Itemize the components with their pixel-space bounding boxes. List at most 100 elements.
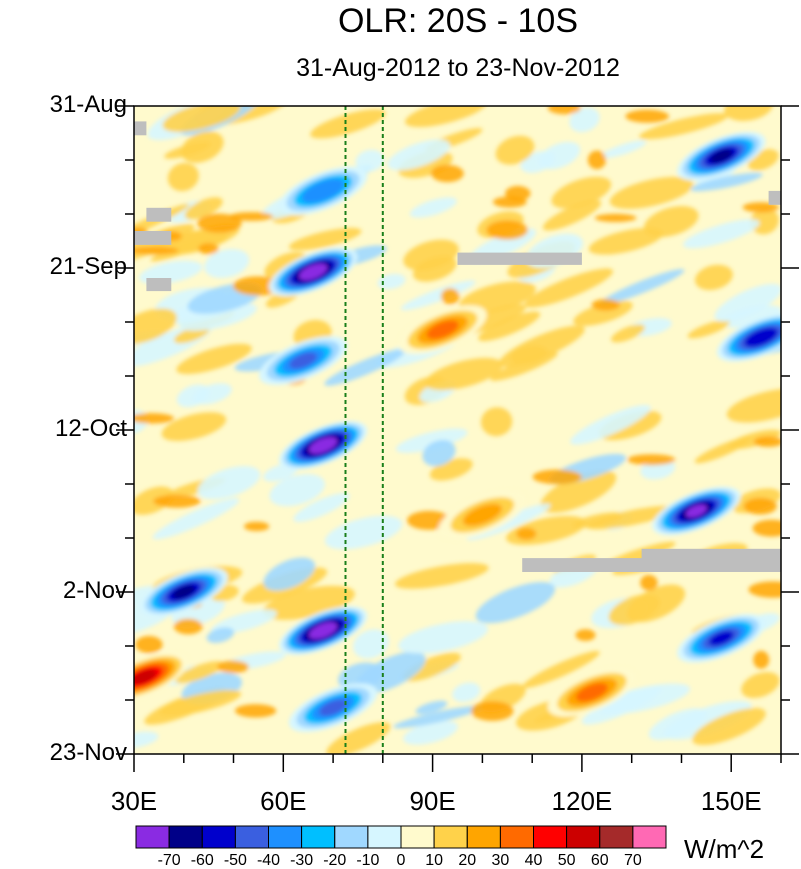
x-tick-label: 150E: [700, 786, 762, 816]
field-texture: [683, 219, 760, 249]
chart-title: OLR: 20S - 10S: [337, 2, 578, 40]
colorbar-label: -60: [190, 852, 214, 869]
colorbar-box: [433, 825, 468, 849]
field-texture: [198, 243, 219, 255]
colorbar-units: W/m^2: [684, 834, 765, 864]
field-texture: [393, 705, 483, 729]
x-tick-label: 60E: [260, 786, 307, 816]
field-texture: [587, 150, 607, 170]
field-texture: [609, 176, 694, 209]
colorbar-box: [400, 825, 435, 849]
y-tick-label: 12-Oct: [54, 415, 127, 442]
anomaly-contour: [462, 503, 502, 527]
colorbar-box: [499, 825, 534, 849]
field-texture: [692, 707, 766, 746]
colorbar-label: 50: [557, 852, 576, 869]
field-texture: [570, 405, 651, 445]
field-texture: [293, 492, 350, 522]
field-texture: [324, 515, 403, 550]
field-texture: [184, 197, 223, 220]
missing-data-patch: [457, 252, 582, 265]
field-texture: [134, 246, 179, 255]
field-texture: [627, 454, 676, 466]
colorbar-label: 20: [458, 852, 477, 869]
field-texture: [159, 690, 242, 716]
colorbar-label: 70: [623, 852, 642, 869]
field-texture: [326, 722, 391, 754]
plot-field: [134, 106, 781, 754]
field-texture: [608, 594, 660, 626]
field-texture: [355, 149, 385, 172]
field-texture: [724, 106, 774, 122]
colorbar-label: 10: [425, 852, 444, 869]
field-texture: [600, 269, 685, 305]
field-texture: [586, 505, 679, 530]
field-texture: [232, 276, 283, 296]
field-texture: [690, 172, 763, 192]
field-texture: [610, 324, 646, 343]
field-texture: [262, 585, 355, 620]
colorbar: [135, 825, 667, 849]
colorbar-label: 40: [524, 852, 543, 869]
x-tick-label: 30E: [110, 786, 158, 816]
y-tick-label: 21-Sep: [49, 253, 127, 280]
anomaly-contour: [313, 439, 334, 452]
field-texture: [197, 213, 242, 233]
colorbar-box: [201, 825, 236, 849]
field-texture: [167, 162, 199, 192]
field-texture: [581, 685, 662, 725]
colorbar-label: 60: [590, 852, 609, 869]
colorbar-label: 0: [396, 852, 406, 869]
colorbar-box: [466, 825, 501, 849]
field-texture: [495, 135, 535, 165]
field-texture: [398, 621, 489, 654]
field-texture: [480, 407, 513, 437]
field-texture: [575, 629, 596, 641]
field-texture: [475, 582, 556, 624]
field-texture: [516, 527, 537, 540]
anomaly-contour: [319, 699, 347, 716]
field-texture: [452, 682, 481, 703]
field-texture: [324, 349, 406, 386]
field-texture: [269, 474, 325, 507]
field-texture: [540, 470, 617, 513]
field-texture: [217, 660, 249, 674]
field-texture: [234, 704, 277, 718]
field-texture: [753, 650, 770, 669]
missing-data-patch: [134, 231, 172, 245]
missing-data-patch: [134, 121, 147, 136]
field-texture: [726, 388, 781, 423]
field-texture: [547, 106, 581, 115]
field-texture: [134, 731, 159, 749]
field-texture: [431, 164, 464, 183]
field-texture: [402, 652, 461, 682]
field-texture: [288, 227, 362, 251]
anomaly-contour: [685, 504, 707, 518]
field-texture: [179, 302, 257, 331]
missing-data-patch: [146, 278, 172, 292]
field-texture: [648, 708, 707, 741]
field-texture: [486, 220, 528, 240]
field-texture: [353, 629, 389, 659]
colorbar-label: -10: [356, 852, 380, 869]
field-texture: [741, 671, 780, 699]
field-texture: [176, 384, 210, 408]
field-texture: [405, 106, 487, 128]
axis-ticks: [116, 105, 799, 772]
x-tick-label: 120E: [551, 786, 613, 816]
field-texture: [551, 176, 612, 209]
field-texture: [499, 325, 585, 367]
colorbar-label: -50: [223, 852, 247, 869]
field-texture: [640, 574, 658, 591]
field-texture: [750, 208, 779, 235]
field-texture: [639, 113, 729, 140]
colorbar-box: [301, 825, 336, 849]
colorbar-box: [234, 825, 269, 849]
missing-data-patch: [768, 190, 781, 205]
field-texture: [403, 239, 459, 271]
field-texture: [458, 281, 536, 314]
anomaly-contour: [313, 624, 334, 637]
field-texture: [197, 466, 261, 500]
field-texture: [206, 627, 235, 643]
